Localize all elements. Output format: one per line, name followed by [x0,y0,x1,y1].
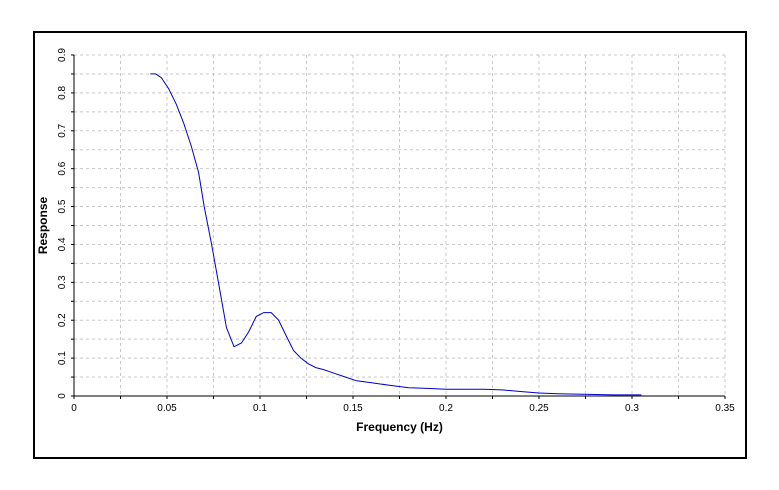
data-point [334,373,335,374]
data-point [345,376,346,377]
data-point [323,369,324,370]
data-point [161,77,162,78]
x-tick-label: 0.35 [715,403,735,414]
data-point [576,394,577,395]
data-point [613,394,614,395]
data-point [168,89,169,90]
series-line [150,73,642,396]
data-point [248,331,249,332]
y-tick-label: 0 [57,393,68,399]
y-tick-label: 0.5 [57,199,68,213]
data-point [263,312,264,313]
y-tick-label: 0.3 [57,275,68,289]
data-point [315,367,316,368]
x-tick-label: 0.25 [529,403,549,414]
data-point [204,206,205,207]
data-point [183,123,184,124]
tick-labels: 0 0.1 0.2 0.3 0.4 0.5 0.6 0.7 0.8 0.9 0 0.05 0.1 0.15… [57,48,735,414]
data-point [408,387,409,388]
x-tick-label: 0.2 [439,403,453,414]
data-point [557,393,558,394]
data-point [233,346,234,347]
data-point [390,385,391,386]
data-point [594,394,595,395]
grid [74,54,726,396]
x-tick-label: 0.3 [625,403,639,414]
data-point [271,312,272,313]
y-tick-label: 0.2 [57,313,68,327]
data-point [483,389,484,390]
data-point [538,392,539,393]
data-point [218,286,219,287]
data-point [226,327,227,328]
data-point [445,389,446,390]
data-point [278,320,279,321]
data-point [520,391,521,392]
data-point [191,145,192,146]
y-tick-label: 0.7 [57,123,68,137]
x-tick-label: 0.05 [157,403,177,414]
chart-frame: 0 0.1 0.2 0.3 0.4 0.5 0.6 0.7 0.8 0.9 0 0.05 0.1 0.15… [33,31,747,459]
data-point [241,342,242,343]
x-axis-title: Frequency (Hz) [356,420,443,434]
line-chart: 0 0.1 0.2 0.3 0.4 0.5 0.6 0.7 0.8 0.9 0 0.05 0.1 0.15… [36,48,735,434]
y-tick-label: 0.8 [57,86,68,100]
data-point [464,389,465,390]
data-point [501,389,502,390]
x-tick-label: 0.15 [343,403,363,414]
data-point [308,363,309,364]
data-point [631,394,632,395]
series-layer [150,73,642,396]
data-point [176,104,177,105]
x-tick-label: 0 [71,403,77,414]
data-point [371,382,372,383]
x-tick-label: 0.1 [253,403,267,414]
y-tick-label: 0.6 [57,161,68,175]
y-axis-title: Response [36,197,50,255]
data-point [293,350,294,351]
y-tick-label: 0.1 [57,351,68,365]
y-tick-label: 0.4 [57,237,68,251]
data-point [285,335,286,336]
data-point [641,394,642,395]
y-tick-label: 0.9 [57,48,68,62]
data-point [150,73,151,74]
data-point [300,358,301,359]
data-point [155,73,156,74]
data-point [427,388,428,389]
data-point [211,244,212,245]
data-point [356,380,357,381]
axes [71,54,726,399]
data-point [256,316,257,317]
data-point [198,172,199,173]
